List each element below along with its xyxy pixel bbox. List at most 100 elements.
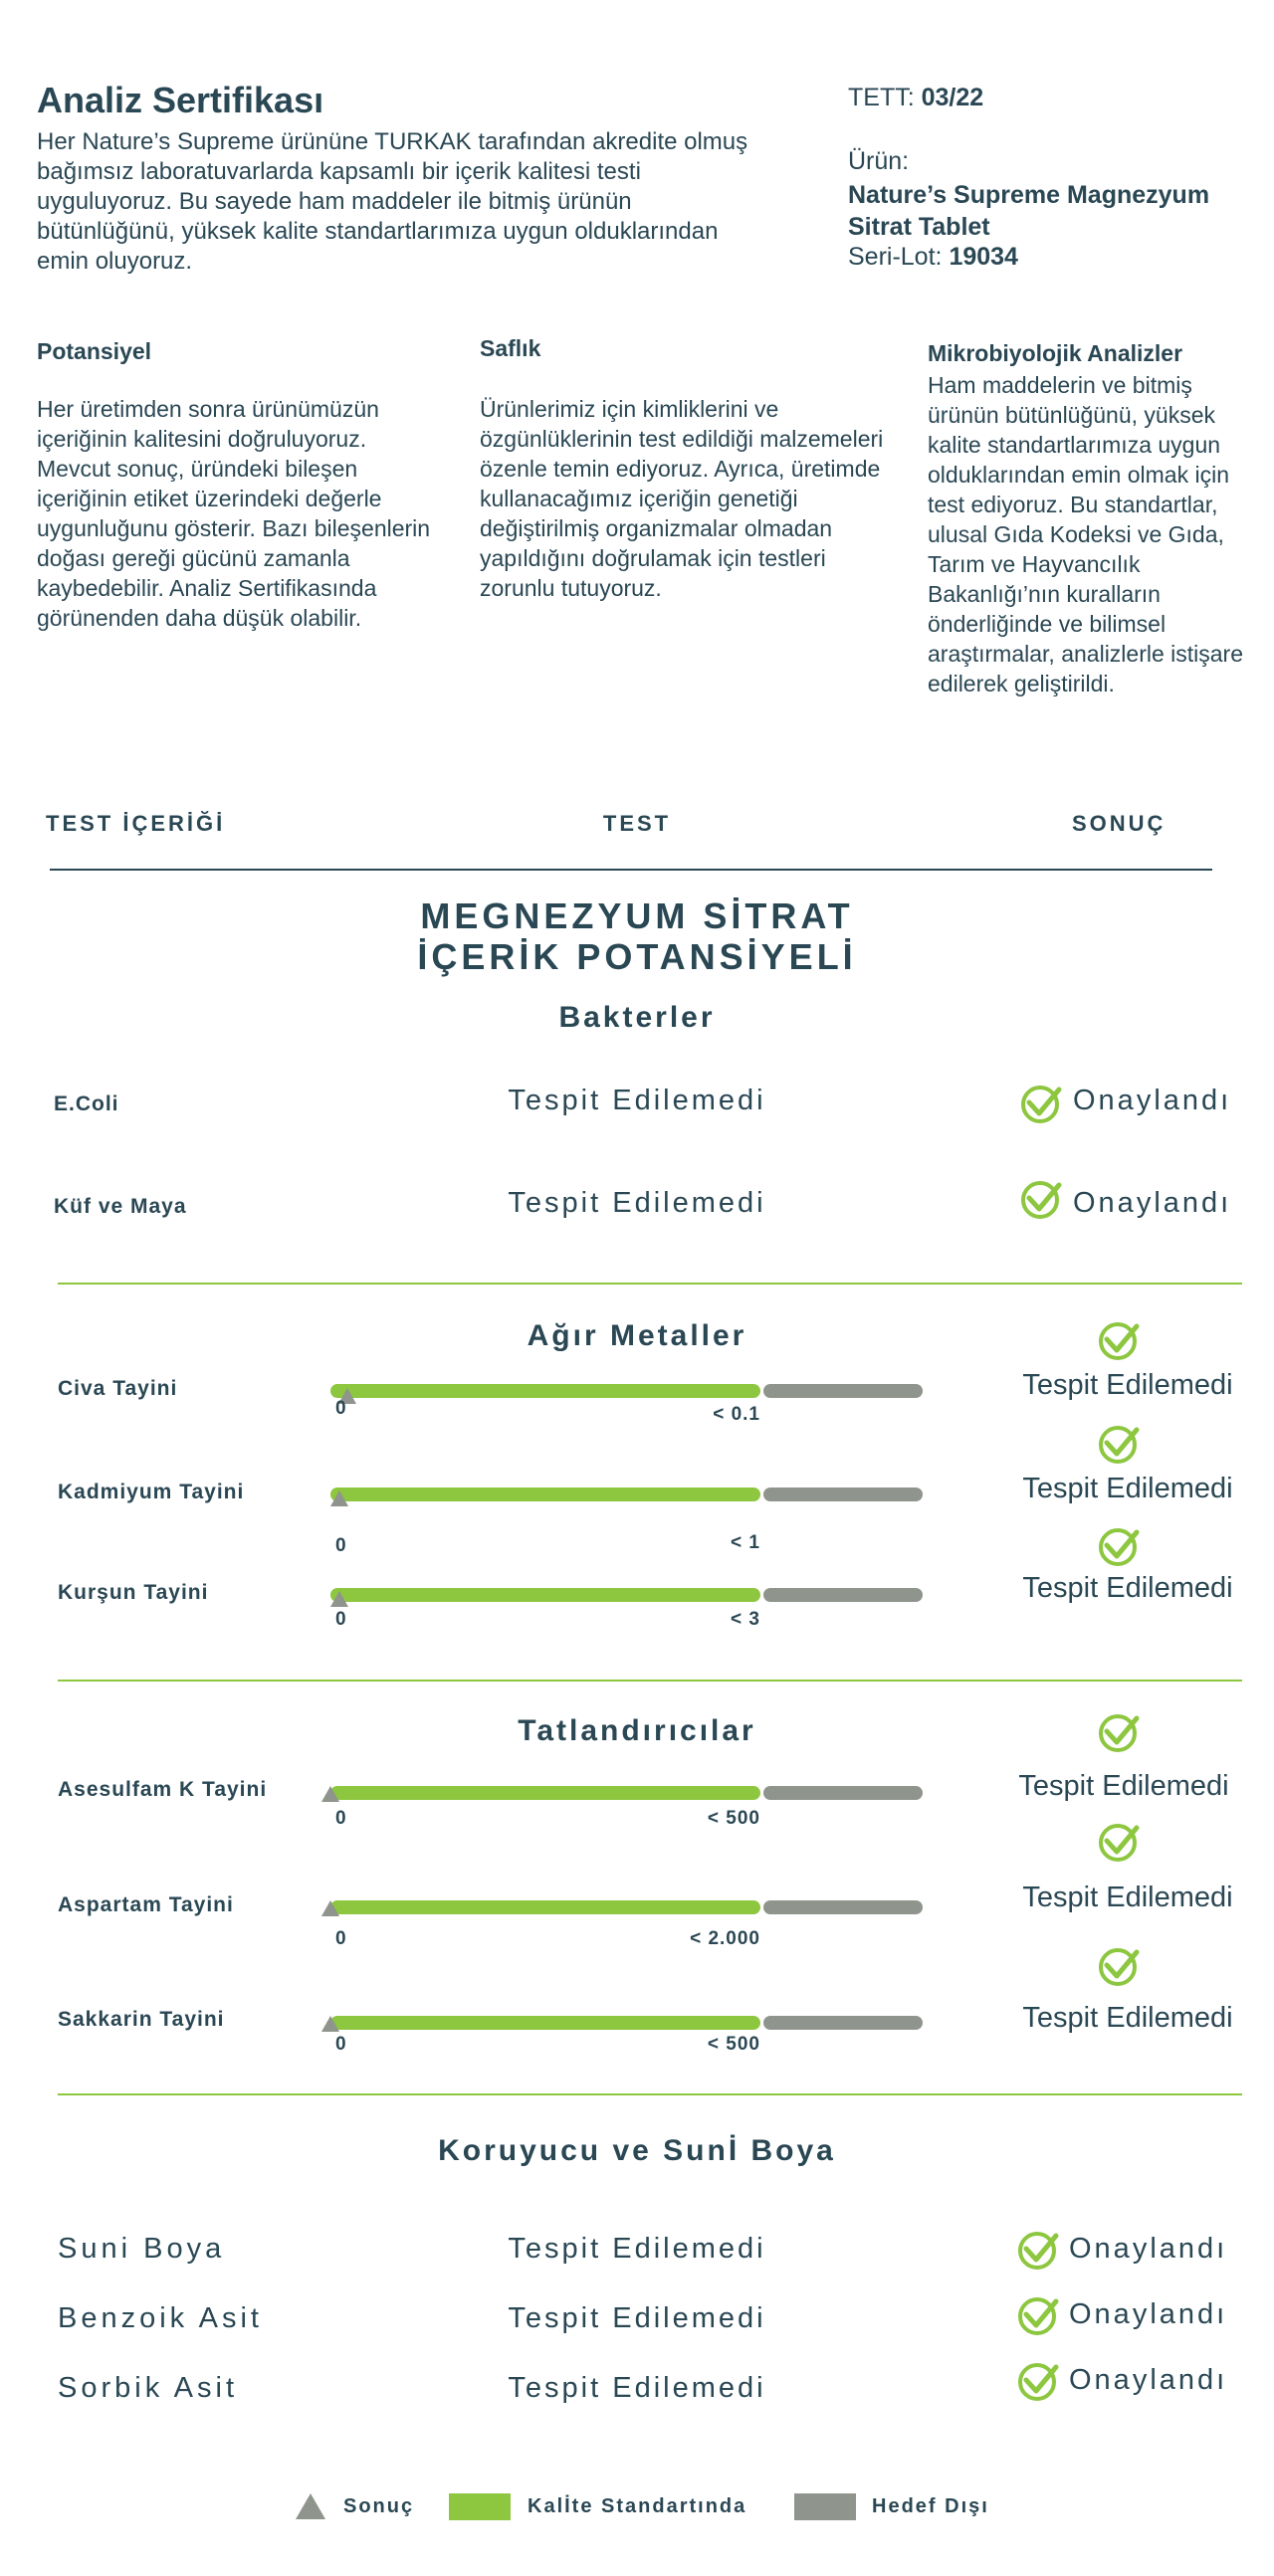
result-marker-icon xyxy=(338,1388,357,1404)
sweetener-result-aspartam: Tespit Edilemedi xyxy=(1022,1882,1233,1913)
intro-text: Her Nature’s Supreme ürününe TURKAK tara… xyxy=(37,128,748,275)
preservative-result-suni-boya: Onaylandı xyxy=(1069,2233,1228,2265)
table-header-rule xyxy=(50,869,1212,871)
bar-max-label: < 1 xyxy=(731,1532,760,1553)
column-heading-saflik: Saflık xyxy=(480,335,541,361)
bacteria-label-kuf: Küf ve Maya xyxy=(54,1195,187,1218)
divider xyxy=(58,1283,1242,1285)
bar-min-label: 0 xyxy=(335,2034,347,2055)
sweetener-result-asesulfam: Tespit Edilemedi xyxy=(1018,1770,1229,1802)
check-circle-icon xyxy=(1099,1426,1140,1464)
check-circle-icon xyxy=(1099,1824,1140,1862)
bar-out-of-target xyxy=(763,1786,923,1800)
column-text-mikrobiyolojik: Ham maddelerin ve bitmiş ürünün bütünlüğ… xyxy=(928,372,1244,696)
metals-title: Ağır Metaller xyxy=(527,1319,747,1352)
divider xyxy=(58,2093,1242,2095)
sweetener-label: Sakkarin Tayini xyxy=(58,2008,225,2031)
check-circle-icon xyxy=(1021,1181,1062,1219)
check-circle-icon xyxy=(1099,1322,1140,1360)
result-marker-icon xyxy=(321,1900,339,1916)
urun-value: Nature’s Supreme Magnezyum Sitrat Tablet xyxy=(848,181,1210,241)
bar-out-of-target xyxy=(763,1588,923,1602)
result-marker-icon xyxy=(321,2016,339,2032)
bacteria-label-ecoli: E.Coli xyxy=(54,1092,119,1115)
sweetener-result-sakkarin: Tespit Edilemedi xyxy=(1022,2002,1233,2034)
check-circle-icon xyxy=(1018,2232,1059,2270)
bar-min-label: 0 xyxy=(335,1928,347,1949)
preservative-test-sorbik-asit: Tespit Edilemedi xyxy=(508,2372,766,2404)
bar-max-label: < 2.000 xyxy=(690,1928,760,1949)
bacteria-title: Bakterler xyxy=(558,1001,716,1034)
bar-min-label: 0 xyxy=(335,1398,347,1419)
tett-label: TETT: xyxy=(848,84,915,111)
check-circle-icon xyxy=(1099,1714,1140,1752)
bar-out-of-target xyxy=(763,2016,923,2030)
bar-in-standard xyxy=(330,1588,760,1602)
metal-result-kadmiyum: Tespit Edilemedi xyxy=(1022,1473,1233,1504)
bar-min-label: 0 xyxy=(335,1808,347,1829)
lot-label: Seri-Lot: xyxy=(848,243,943,271)
tett-value: 03/22 xyxy=(921,84,984,111)
result-marker-icon xyxy=(329,1591,348,1607)
lot-value: 19034 xyxy=(949,243,1018,271)
page-title: Analiz Sertifikası xyxy=(37,80,324,120)
sweetener-label: Asesulfam K Tayini xyxy=(58,1778,268,1801)
bar-in-standard xyxy=(330,1900,760,1914)
check-circle-icon xyxy=(1021,1086,1062,1123)
bar-in-standard xyxy=(330,1487,760,1501)
column-heading-mikrobiyolojik: Mikrobiyolojik Analizler xyxy=(928,340,1183,366)
bar-out-of-target xyxy=(763,1384,923,1398)
column-text-potansiyel: Her üretimden sonra ürünümüzün içeriğini… xyxy=(37,396,431,631)
metal-label: Kurşun Tayini xyxy=(58,1581,209,1604)
preservative-result-sorbik-asit: Onaylandı xyxy=(1069,2364,1228,2396)
tett-line: TETT: 03/22 xyxy=(848,84,983,112)
bar-max-label: < 3 xyxy=(731,1609,760,1630)
preservative-test-suni-boya: Tespit Edilemedi xyxy=(508,2233,766,2265)
check-circle-icon xyxy=(1018,2297,1059,2335)
preservative-label-suni-boya: Suni Boya xyxy=(58,2233,226,2265)
table-header-sonuc: SONUÇ xyxy=(1072,811,1167,836)
preservative-result-benzoik-asit: Onaylandı xyxy=(1069,2298,1228,2330)
sweeteners-title: Tatlandırıcılar xyxy=(518,1714,756,1747)
metal-result-kursun: Tespit Edilemedi xyxy=(1022,1572,1233,1604)
legend-in-standard: Kalİte Standartında xyxy=(528,2495,747,2517)
bacteria-result-ecoli: Onaylandı xyxy=(1073,1085,1232,1116)
bar-in-standard xyxy=(330,1384,760,1398)
legend-green-swatch xyxy=(449,2493,511,2520)
metal-result-civa: Tespit Edilemedi xyxy=(1022,1369,1233,1401)
bar-min-label: 0 xyxy=(335,1609,347,1630)
column-heading-potansiyel: Potansiyel xyxy=(37,338,152,364)
bar-max-label: < 500 xyxy=(707,2034,760,2055)
bar-min-label: 0 xyxy=(335,1535,347,1556)
bar-in-standard xyxy=(330,1786,760,1800)
bacteria-test-kuf: Tespit Edilemedi xyxy=(508,1187,766,1219)
column-text-saflik: Ürünlerimiz için kimliklerini ve özgünlü… xyxy=(480,396,884,601)
legend-triangle-icon xyxy=(296,2493,325,2519)
bar-in-standard xyxy=(330,2016,760,2030)
table-header-test-icerigi: TEST İÇERİĞİ xyxy=(46,811,226,836)
result-marker-icon xyxy=(329,1490,348,1506)
result-marker-icon xyxy=(321,1786,339,1802)
bacteria-result-kuf: Onaylandı xyxy=(1073,1187,1232,1219)
bar-max-label: < 500 xyxy=(707,1808,760,1829)
sweetener-label: Aspartam Tayini xyxy=(58,1893,234,1916)
section-title-line1: MEGNEZYUM SİTRAT xyxy=(420,895,854,936)
preservative-label-benzoik-asit: Benzoik Asit xyxy=(58,2302,263,2334)
check-circle-icon xyxy=(1018,2363,1059,2401)
divider xyxy=(58,1680,1242,1682)
legend-out-of-target: Hedef Dışı xyxy=(872,2495,989,2517)
metal-label: Civa Tayini xyxy=(58,1377,178,1400)
check-circle-icon xyxy=(1099,1948,1140,1986)
bar-out-of-target xyxy=(763,1900,923,1914)
lot-line: Seri-Lot: 19034 xyxy=(848,243,1018,272)
bacteria-test-ecoli: Tespit Edilemedi xyxy=(508,1085,766,1116)
preservative-label-sorbik-asit: Sorbik Asit xyxy=(58,2372,238,2404)
legend-result: Sonuç xyxy=(343,2495,415,2517)
urun-label: Ürün: xyxy=(848,147,910,175)
check-circle-icon xyxy=(1099,1528,1140,1566)
table-header-test: TEST xyxy=(602,811,672,836)
bar-out-of-target xyxy=(763,1487,923,1501)
legend-gray-swatch xyxy=(794,2493,856,2520)
preservatives-title: Koruyucu ve Sunİ Boya xyxy=(438,2134,836,2167)
bar-max-label: < 0.1 xyxy=(713,1404,760,1425)
